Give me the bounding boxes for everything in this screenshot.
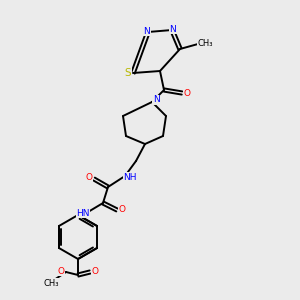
Text: O: O <box>118 206 125 214</box>
Text: N: N <box>169 25 176 34</box>
Text: CH₃: CH₃ <box>43 278 59 287</box>
Text: O: O <box>58 266 64 275</box>
Text: HN: HN <box>76 208 90 217</box>
Text: S: S <box>125 68 131 78</box>
Text: N: N <box>153 95 159 104</box>
Text: N: N <box>144 26 150 35</box>
Text: O: O <box>85 173 92 182</box>
Text: O: O <box>184 88 190 98</box>
Text: O: O <box>92 266 98 275</box>
Text: CH₃: CH₃ <box>197 40 213 49</box>
Text: NH: NH <box>123 172 137 182</box>
